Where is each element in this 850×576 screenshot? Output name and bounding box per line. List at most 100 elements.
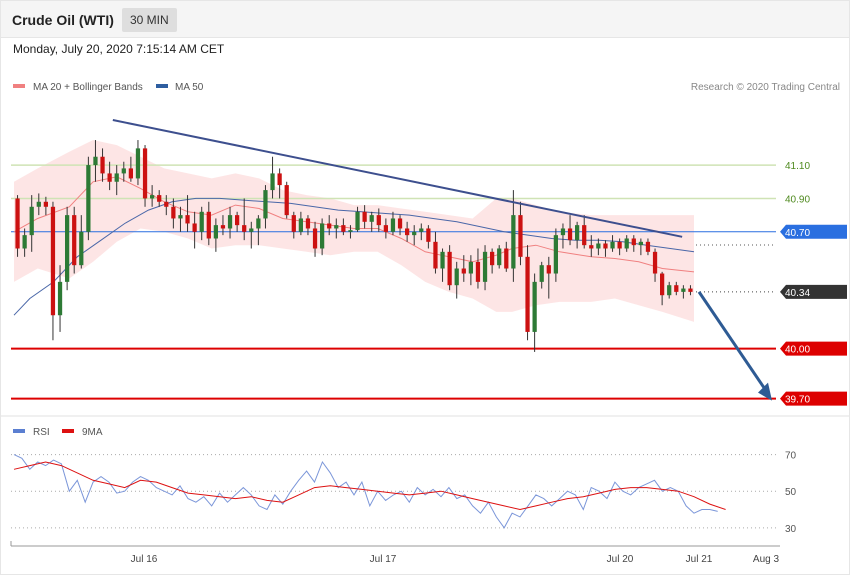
price-label-bg-4 (780, 341, 847, 356)
bollinger-band-area (14, 140, 694, 322)
candle-body (490, 251, 495, 266)
candle-body (43, 201, 48, 207)
candle (312, 221, 318, 257)
rsi-tick-label-50: 50 (785, 487, 797, 498)
candle (447, 245, 452, 291)
candle (362, 205, 367, 229)
candle (497, 245, 502, 269)
candle (29, 195, 34, 252)
candle-body (72, 215, 77, 266)
candle-body (660, 273, 665, 296)
candle-body (475, 261, 481, 282)
candle (638, 238, 643, 256)
candle-body (114, 173, 119, 182)
candle-body (298, 218, 303, 232)
candle (582, 215, 587, 249)
price-labels: 41.10 40.90 40.70 40.34 40.00 39.70 (780, 161, 847, 406)
ma20-legend-swatch (13, 84, 25, 88)
candle (327, 215, 332, 236)
trendline (112, 119, 683, 238)
candle-body (256, 218, 261, 229)
timeframe-button[interactable]: 30 MIN (122, 8, 177, 32)
x-tick-label-3: Jul 21 (686, 554, 713, 565)
candle (277, 168, 282, 199)
candle-body (348, 230, 353, 232)
price-label-5: 39.70 (785, 395, 810, 406)
candle-body (263, 190, 268, 219)
candle-body (624, 238, 629, 249)
ma50-legend-label: MA 50 (175, 82, 204, 93)
candle-body (390, 218, 396, 232)
candle-body (65, 215, 70, 282)
candle (100, 148, 105, 182)
candle (50, 201, 56, 341)
candle-body (334, 225, 339, 229)
candle (213, 218, 218, 252)
candle (320, 218, 325, 256)
candle (227, 206, 233, 239)
candle-body (320, 223, 325, 249)
candle-body (249, 228, 254, 232)
candle (206, 201, 211, 246)
candle-body (50, 206, 56, 316)
candle (178, 206, 183, 232)
candle (298, 211, 303, 236)
candles (15, 140, 693, 352)
candle-body (674, 285, 679, 292)
candle (334, 218, 339, 239)
candle-body (376, 215, 381, 226)
candle-body (327, 223, 332, 229)
candle-body (15, 198, 20, 249)
price-label-1: 40.90 (785, 194, 810, 205)
candle-body (667, 285, 672, 296)
candle (440, 248, 445, 282)
candle-body (121, 168, 126, 174)
candle-body (185, 215, 190, 224)
candle-body (645, 241, 651, 252)
rsi-tick-label-70: 70 (785, 451, 797, 462)
candle-body (171, 206, 176, 219)
candle (546, 256, 551, 299)
candle (645, 238, 651, 256)
candle (504, 241, 509, 272)
candle-body (277, 173, 282, 186)
candle-body (532, 281, 537, 332)
candle (390, 211, 396, 236)
candle-body (227, 215, 233, 229)
bollinger-bands (14, 140, 694, 322)
candle-body (157, 195, 162, 202)
candle (674, 281, 679, 296)
candle-body (86, 165, 91, 232)
candle (688, 285, 693, 296)
candle (249, 221, 254, 249)
candle-body (525, 256, 530, 332)
candle-body (468, 261, 473, 274)
candle-body (575, 225, 580, 241)
candle (532, 273, 537, 352)
candle-body (128, 168, 133, 179)
candle (397, 215, 403, 236)
x-axis: Jul 16 Jul 17 Jul 20 Jul 21 Aug 3 (10, 541, 780, 565)
candle-body (242, 225, 247, 232)
candle (603, 240, 608, 257)
candle-body (284, 185, 289, 216)
candle (242, 198, 247, 241)
rsi-panel: 70 50 30 (11, 451, 797, 535)
candle (263, 185, 268, 229)
candle (419, 223, 424, 241)
candle (157, 190, 162, 207)
price-label-bg-5 (780, 391, 847, 406)
candle-body (638, 241, 643, 246)
candle-body (235, 215, 240, 226)
candle-body (610, 241, 615, 249)
candle-body (504, 248, 509, 269)
candle-body (681, 288, 686, 292)
candle (291, 211, 296, 239)
candle (468, 255, 473, 286)
candle-body (79, 231, 84, 266)
candle-body (652, 251, 658, 274)
ma9-legend-swatch (62, 429, 74, 433)
candle (405, 221, 410, 242)
candle (121, 161, 126, 182)
candle (518, 201, 523, 266)
